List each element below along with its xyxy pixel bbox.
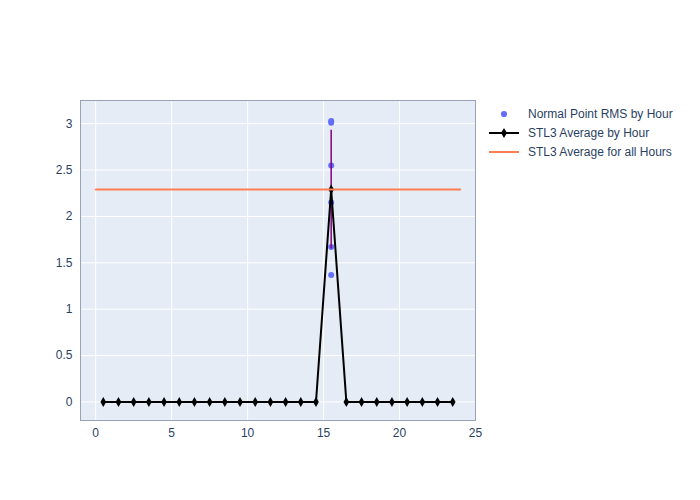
svg-text:0: 0 bbox=[92, 426, 99, 440]
svg-text:0: 0 bbox=[66, 395, 73, 409]
svg-text:0.5: 0.5 bbox=[56, 348, 73, 362]
svg-text:25: 25 bbox=[469, 426, 483, 440]
html-text:Normal Point RMS by Hour: Normal Point RMS by Hour bbox=[528, 106, 673, 121]
svg-text:15: 15 bbox=[317, 426, 331, 440]
svg-text:2.5: 2.5 bbox=[56, 163, 73, 177]
svg-text:20: 20 bbox=[393, 426, 407, 440]
svg-text:1: 1 bbox=[66, 302, 73, 316]
svg-text:3: 3 bbox=[66, 117, 73, 131]
html-text:STL3 Average for all Hours: STL3 Average for all Hours bbox=[528, 144, 672, 159]
svg-text:1.5: 1.5 bbox=[56, 256, 73, 270]
svg-text:5: 5 bbox=[168, 426, 175, 440]
html-text:STL3 Average by Hour: STL3 Average by Hour bbox=[528, 125, 650, 140]
svg-text:2: 2 bbox=[66, 209, 73, 223]
svg-text:10: 10 bbox=[241, 426, 255, 440]
